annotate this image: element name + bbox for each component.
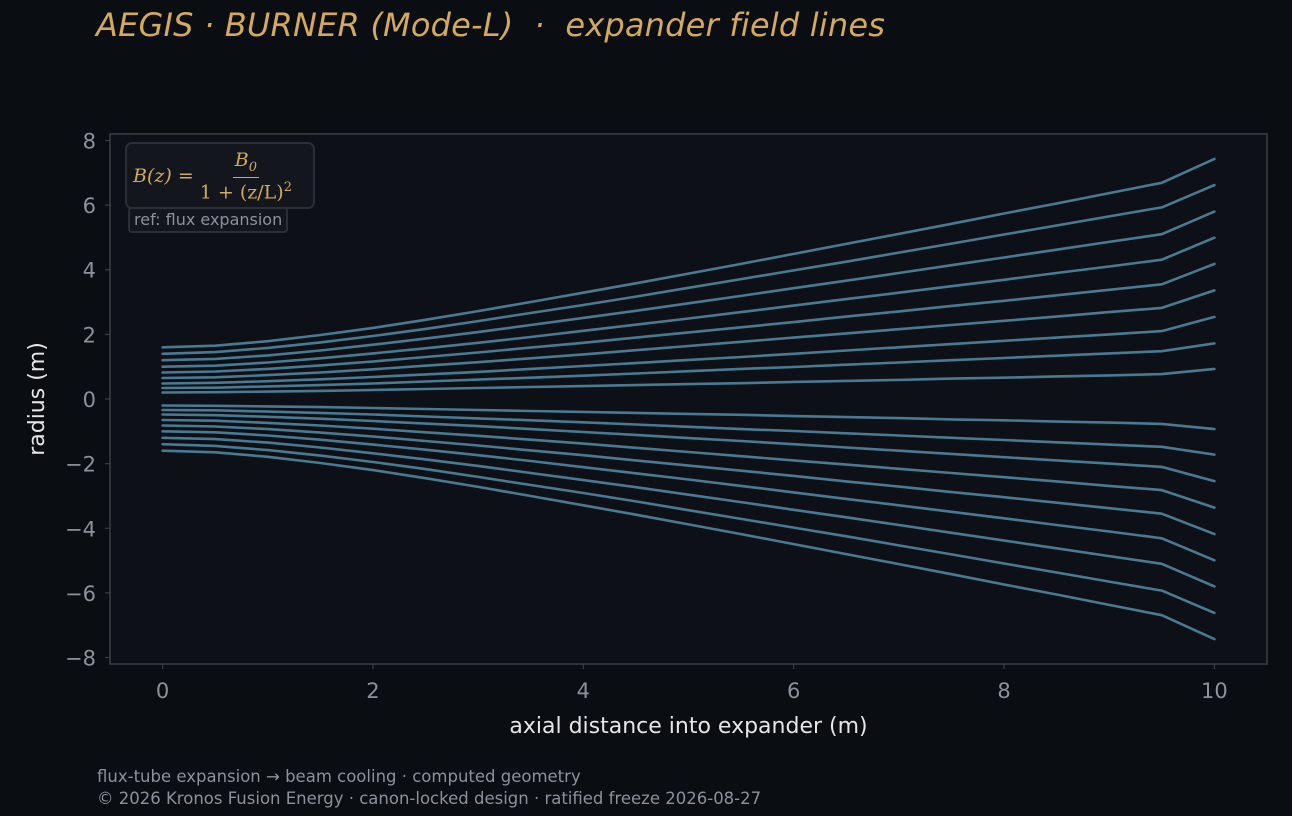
field-line-2 <box>161 183 1216 356</box>
y-tick-label: 8 <box>83 129 96 153</box>
y-axis-ticks: −8 −6 −4 −2 0 2 4 6 8 <box>65 129 110 671</box>
y-tick-label: 4 <box>83 259 96 283</box>
field-formula: B(z) = B0 1 + (z/L)2 <box>133 148 292 204</box>
footer-copyright: © 2026 Kronos Fusion Energy · canon-lock… <box>97 789 762 808</box>
x-axis-label: axial distance into expander (m) <box>509 714 867 739</box>
field-line-3 <box>161 210 1216 362</box>
formula-numerator: B0 <box>232 149 259 178</box>
field-line-8 <box>161 342 1216 390</box>
field-line-10 <box>161 404 1216 431</box>
x-tick-label: 6 <box>787 679 800 703</box>
footer-caption: flux-tube expansion → beam cooling · com… <box>97 767 581 786</box>
x-tick-label: 8 <box>997 679 1010 703</box>
x-tick-label: 0 <box>156 679 169 703</box>
x-tick-label: 2 <box>366 679 379 703</box>
y-tick-label: −8 <box>65 647 96 671</box>
formula-lhs: B(z) = <box>133 165 194 187</box>
field-line-16 <box>161 436 1216 588</box>
field-line-13 <box>161 418 1216 509</box>
field-line-4 <box>161 236 1216 368</box>
field-line-11 <box>161 408 1216 456</box>
y-tick-label: 6 <box>83 194 96 218</box>
y-tick-label: 2 <box>83 323 96 347</box>
x-axis-ticks: 0 2 4 6 8 10 <box>156 664 1228 703</box>
y-tick-label: −2 <box>65 453 96 477</box>
field-line-7 <box>161 315 1216 385</box>
field-line-9 <box>161 367 1216 394</box>
field-line-15 <box>161 430 1216 562</box>
field-line-14 <box>161 424 1216 536</box>
y-tick-label: 0 <box>83 388 96 412</box>
field-line-1 <box>161 157 1216 349</box>
y-axis-label: radius (m) <box>25 342 50 456</box>
formula-fraction: B0 1 + (z/L)2 <box>200 149 292 203</box>
y-tick-label: −4 <box>65 517 96 541</box>
field-line-5 <box>161 262 1216 374</box>
field-line-6 <box>161 289 1216 380</box>
field-line-12 <box>161 413 1216 483</box>
x-tick-label: 10 <box>1201 679 1228 703</box>
ref-label: ref: flux expansion <box>128 207 289 233</box>
y-tick-label: −6 <box>65 582 96 606</box>
field-line-17 <box>161 442 1216 615</box>
formula-denominator: 1 + (z/L)2 <box>199 179 292 204</box>
chart-title: AEGIS · BURNER (Mode-L) · expander field… <box>96 6 886 44</box>
field-line-18 <box>161 449 1216 641</box>
field-lines <box>161 157 1216 641</box>
x-tick-label: 4 <box>577 679 590 703</box>
